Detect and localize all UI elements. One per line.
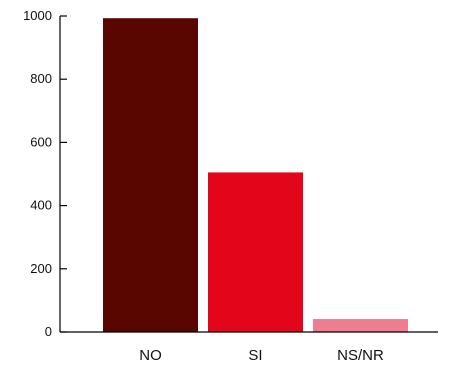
x-tick-label: NO (139, 347, 162, 364)
y-tick-label: 400 (30, 198, 52, 213)
x-tick-label: NS/NR (337, 347, 384, 364)
y-tick-label: 1000 (23, 8, 52, 23)
x-tick-label: SI (248, 347, 262, 364)
y-axis: 0 200 400 600 800 1000 (23, 8, 67, 339)
bar-si (208, 172, 303, 332)
y-tick-label: 200 (30, 261, 52, 276)
bar-ns-nr (313, 319, 408, 332)
y-tick-label: 600 (30, 134, 52, 149)
bar-no (103, 18, 198, 332)
bars (103, 18, 408, 332)
y-tick-label: 800 (30, 71, 52, 86)
x-axis: NO SI NS/NR (60, 331, 438, 364)
y-tick-label: 0 (45, 324, 52, 339)
